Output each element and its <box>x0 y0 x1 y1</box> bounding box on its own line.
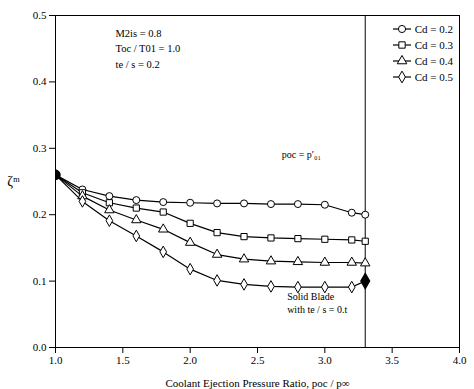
svg-text:1.0: 1.0 <box>49 354 63 366</box>
html-text:Cd = 0.4: Cd = 0.4 <box>414 55 453 67</box>
svg-text:1.5: 1.5 <box>116 354 130 366</box>
svg-text:Solid Bladewith te / s = 0.t: Solid Bladewith te / s = 0.t <box>287 291 347 315</box>
svg-text:0.5: 0.5 <box>33 9 47 21</box>
svg-text:3.0: 3.0 <box>318 354 332 366</box>
svg-text:0.4: 0.4 <box>33 75 47 87</box>
html-text:Cd = 0.5: Cd = 0.5 <box>414 71 453 83</box>
svg-text:0.2: 0.2 <box>33 208 47 220</box>
html-text:Cd = 0.3: Cd = 0.3 <box>414 39 453 51</box>
svg-text:ζᵐ: ζᵐ <box>7 174 20 189</box>
svg-text:0.1: 0.1 <box>33 275 47 287</box>
svg-text:poc = p′₀₁: poc = p′₀₁ <box>282 149 321 160</box>
svg-text:2.5: 2.5 <box>251 354 265 366</box>
svg-text:M2is = 0.8Toc / T01 = 1.0te /: M2is = 0.8Toc / T01 = 1.0te / s = 0.2 <box>116 28 181 71</box>
svg-text:0.3: 0.3 <box>33 142 47 154</box>
svg-text:2.0: 2.0 <box>183 354 197 366</box>
svg-text:3.5: 3.5 <box>385 354 399 366</box>
html-text:Cd = 0.2: Cd = 0.2 <box>414 23 453 35</box>
svg-text:4.0: 4.0 <box>453 354 467 366</box>
svg-text:Coolant Ejection Pressure Rati: Coolant Ejection Pressure Ratio, poc / p… <box>165 377 349 389</box>
svg-text:0.0: 0.0 <box>33 341 47 353</box>
